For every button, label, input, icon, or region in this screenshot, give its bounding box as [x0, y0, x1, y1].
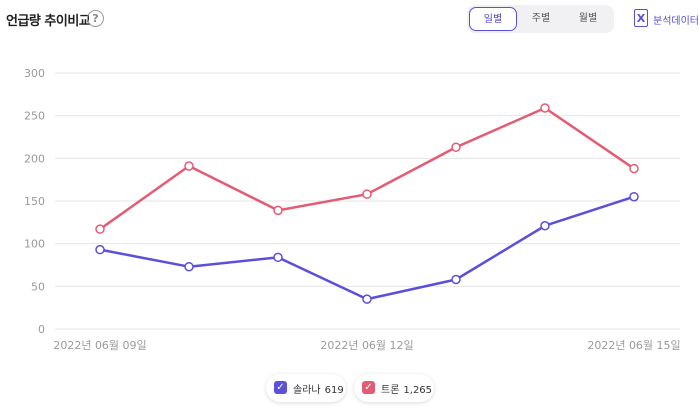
data-point: [184, 261, 194, 272]
series-line: [99, 106, 635, 231]
x-tick-label: 2022년 06월 12일: [320, 338, 413, 352]
legend-count-solana: 619: [324, 385, 344, 396]
tab-monthly[interactable]: 월별: [578, 13, 598, 24]
checkbox-icon: ✓: [274, 381, 287, 394]
page-title: 언급량 추이비교: [6, 14, 91, 29]
y-tick-label: 50: [31, 280, 45, 293]
data-point: [629, 163, 639, 174]
y-tick-label: 0: [38, 323, 45, 336]
legend-count-tron: 1,265: [403, 385, 433, 396]
legend-name-solana: 솔라나: [293, 385, 321, 396]
y-tick-label: 100: [24, 238, 45, 251]
checkbox-icon: ✓: [362, 381, 375, 394]
data-point: [95, 244, 105, 255]
data-point: [273, 205, 283, 216]
data-point: [540, 220, 550, 231]
chart-header: 언급량 추이비교 ? 일별 주별 월별 X 분석데이터: [0, 0, 700, 44]
data-point: [184, 161, 194, 171]
data-point: [362, 294, 372, 304]
y-tick-label: 200: [24, 152, 45, 165]
export-data-label: 분석데이터: [653, 16, 699, 27]
y-tick-label: 300: [24, 67, 45, 80]
data-point: [451, 142, 461, 152]
legend-label-tron: 트론 1,265: [381, 381, 432, 396]
tab-weekly[interactable]: 주별: [531, 13, 551, 24]
y-tick-label: 150: [24, 195, 45, 208]
data-point: [95, 224, 105, 234]
data-point: [362, 189, 372, 199]
x-tick-label: 2022년 06월 15일: [587, 338, 680, 352]
excel-icon: X: [634, 9, 648, 27]
help-icon[interactable]: ?: [87, 10, 104, 27]
y-tick-label: 250: [24, 110, 45, 123]
tab-daily[interactable]: 일별: [469, 7, 517, 31]
legend-label-solana: 솔라나 619: [293, 381, 344, 396]
data-point: [451, 274, 461, 285]
data-point: [273, 252, 283, 263]
x-tick-label: 2022년 06월 09일: [53, 338, 146, 352]
legend-item-tron[interactable]: ✓ 트론 1,265: [354, 374, 434, 402]
data-point: [629, 191, 639, 202]
series-line: [99, 195, 635, 301]
legend-name-tron: 트론: [381, 385, 400, 396]
period-tabs: 일별 주별 월별: [467, 5, 614, 33]
legend-item-solana[interactable]: ✓ 솔라나 619: [266, 374, 346, 402]
data-point: [540, 103, 550, 113]
